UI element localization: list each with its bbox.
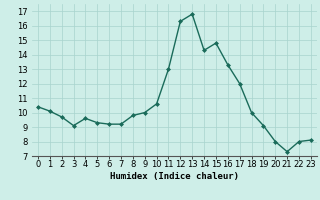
X-axis label: Humidex (Indice chaleur): Humidex (Indice chaleur) (110, 172, 239, 181)
